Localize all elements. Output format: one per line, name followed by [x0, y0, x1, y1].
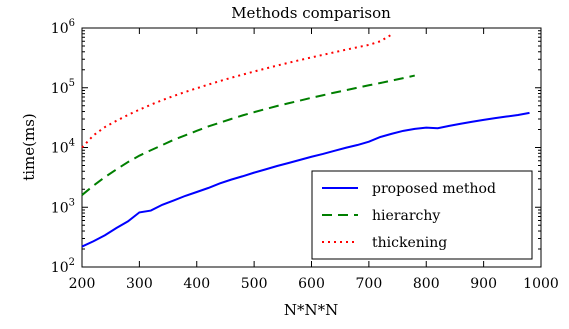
- y-tick-label: 104: [51, 138, 75, 157]
- x-tick-label: 700: [356, 276, 383, 292]
- x-tick-label: 200: [69, 276, 96, 292]
- y-tick-label-base: 10: [51, 141, 69, 157]
- legend: proposed method hierarchy thickening: [311, 170, 533, 260]
- x-tick-label: 400: [183, 276, 210, 292]
- legend-label: hierarchy: [372, 208, 440, 224]
- y-tick-label: 103: [51, 197, 75, 216]
- x-tick-label: 800: [413, 276, 440, 292]
- y-tick-label-base: 10: [51, 260, 69, 276]
- legend-box: [311, 170, 533, 260]
- y-tick-label-exp: 5: [69, 78, 75, 89]
- y-tick-label-base: 10: [51, 81, 69, 97]
- y-axis-label: time(ms): [20, 113, 38, 181]
- series-line-hierarchy: [81, 74, 415, 196]
- y-tick-label-exp: 3: [69, 197, 75, 208]
- series-layer: [81, 33, 530, 248]
- legend-label: proposed method: [372, 181, 496, 197]
- x-tick-label: 1000: [523, 276, 559, 292]
- x-axis-label: N*N*N: [284, 301, 338, 319]
- x-tick-label: 900: [470, 276, 497, 292]
- y-tick-label-exp: 6: [69, 18, 75, 29]
- ticks: 200 300 400 500 600 700 800 900 1000102103104105…: [51, 18, 559, 292]
- series-line-proposed-method: [81, 111, 530, 248]
- x-tick-label: 600: [298, 276, 325, 292]
- y-tick-label-exp: 2: [69, 257, 75, 268]
- chart-title: Methods comparison: [231, 4, 391, 22]
- y-tick-label-exp: 4: [69, 138, 75, 149]
- x-tick-label: 500: [241, 276, 268, 292]
- y-tick-label: 105: [51, 78, 75, 97]
- y-tick-label: 106: [51, 18, 75, 37]
- y-tick-label: 102: [51, 257, 75, 276]
- series-line-thickening: [81, 33, 393, 149]
- y-tick-label-base: 10: [51, 200, 69, 216]
- x-tick-label: 300: [126, 276, 153, 292]
- y-tick-label-base: 10: [51, 21, 69, 37]
- legend-label: thickening: [372, 235, 447, 251]
